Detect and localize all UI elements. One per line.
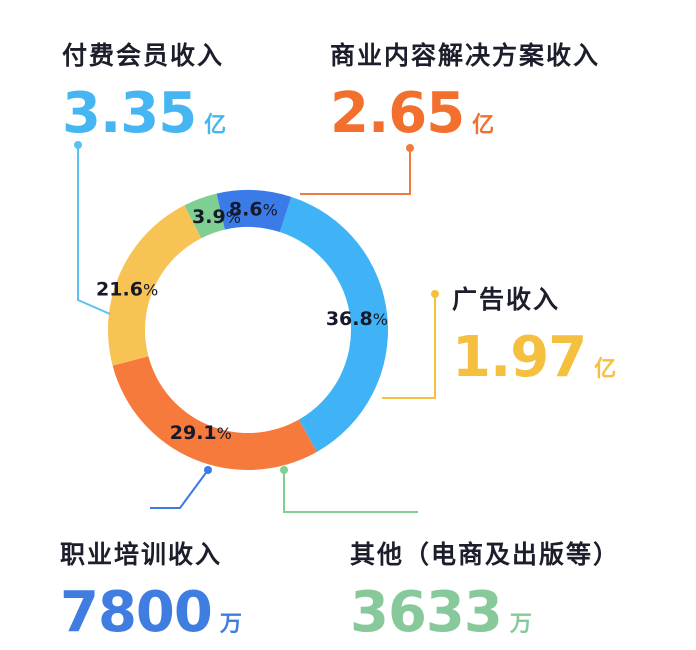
callout-amount: 3.35 [62, 81, 197, 146]
callout-amount: 2.65 [330, 81, 465, 146]
slice-vocational-training [216, 190, 292, 233]
callout-value: 3.35 亿 [62, 86, 226, 142]
callout-unit: 亿 [204, 113, 227, 138]
callout-label: 其他（电商及出版等） [350, 540, 621, 569]
leader-dot [204, 466, 212, 474]
slice-advertising [108, 205, 202, 366]
callout-amount: 7800 [60, 580, 213, 645]
callout-value: 1.97 亿 [452, 330, 616, 386]
callout-label: 职业培训收入 [60, 540, 223, 569]
callout-advertising: 广告收入 1.97 亿 [452, 280, 616, 386]
slice-percent-label: 36.8% [326, 308, 388, 330]
callout-unit: 万 [219, 612, 242, 637]
slice-percent-label: 3.9% [192, 206, 241, 228]
callout-value: 2.65 亿 [330, 86, 600, 142]
leader-dot [406, 144, 414, 152]
leader-dot [280, 466, 288, 474]
slice-percent-label: 29.1% [170, 422, 232, 444]
leader-advertising [382, 294, 436, 399]
callout-amount: 1.97 [452, 325, 587, 390]
callout-others: 其他（电商及出版等） 3633 万 [350, 535, 620, 641]
leader-others [283, 470, 418, 513]
leader-paid-membership [77, 145, 111, 315]
callout-value: 3633 万 [350, 585, 620, 641]
slice-percent-label: 21.6% [96, 278, 158, 300]
slice-others [184, 193, 225, 239]
callout-paid-membership: 付费会员收入 3.35 亿 [62, 36, 226, 142]
callout-label: 商业内容解决方案收入 [330, 41, 601, 70]
slice-paid-membership [279, 196, 389, 452]
callout-unit: 亿 [472, 113, 495, 138]
callout-value: 7800 万 [60, 585, 242, 641]
callout-amount: 3633 [350, 580, 503, 645]
callout-business-content: 商业内容解决方案收入 2.65 亿 [330, 36, 600, 142]
callout-label: 付费会员收入 [62, 41, 225, 70]
leader-vocational-training [150, 469, 209, 509]
slice-business-content [112, 356, 317, 470]
slice-percent-label: 8.6% [229, 199, 278, 221]
leader-business-content [300, 148, 411, 195]
callout-unit: 亿 [594, 357, 617, 382]
callout-unit: 万 [509, 612, 532, 637]
callout-label: 广告收入 [452, 285, 561, 314]
leader-dot [431, 290, 439, 298]
callout-vocational-training: 职业培训收入 7800 万 [60, 535, 242, 641]
leader-dot [74, 141, 82, 149]
